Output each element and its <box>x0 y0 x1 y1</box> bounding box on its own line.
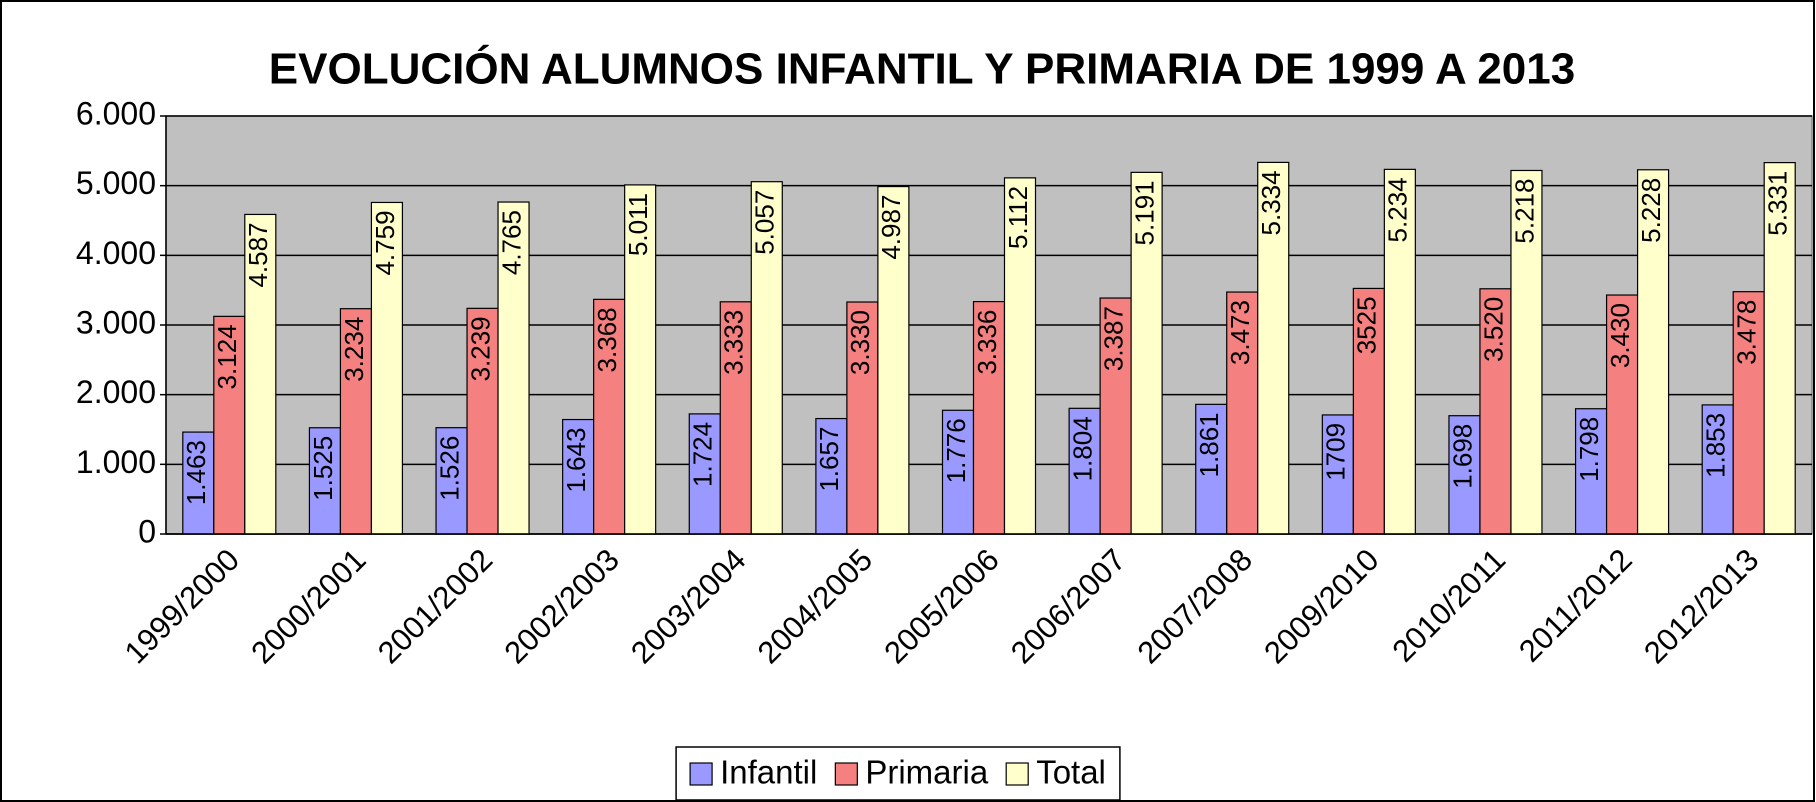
data-label: 5.331 <box>1763 171 1793 236</box>
data-label: 3.336 <box>972 310 1002 375</box>
bar <box>815 417 848 535</box>
legend-swatch <box>1005 762 1029 786</box>
bar <box>1574 408 1608 535</box>
bar <box>308 427 342 535</box>
legend-label: Infantil <box>720 754 817 791</box>
y-tick-label: 5.000 <box>76 165 156 201</box>
bar <box>624 184 657 535</box>
bar <box>562 418 595 535</box>
data-label: 3525 <box>1352 296 1382 354</box>
data-label: 5.234 <box>1383 177 1413 242</box>
bar <box>972 300 1006 535</box>
data-label: 1.463 <box>181 440 211 505</box>
data-label: 1.724 <box>688 422 718 487</box>
data-label: 1.657 <box>814 427 844 492</box>
data-label: 1709 <box>1321 423 1351 481</box>
data-label: 3.239 <box>465 316 495 381</box>
bar <box>1195 403 1228 535</box>
bar <box>1068 407 1101 535</box>
legend-box <box>675 746 1121 801</box>
legend-label: Primaria <box>865 754 988 791</box>
legend: Infantil Primaria Total <box>675 746 1121 801</box>
data-label: 3.234 <box>339 317 369 382</box>
bar <box>593 298 626 535</box>
bar <box>877 185 910 535</box>
data-label: 1.853 <box>1701 413 1731 478</box>
bar <box>1636 169 1670 535</box>
bar <box>497 201 530 535</box>
data-label: 3.368 <box>592 307 622 372</box>
data-label: 4.587 <box>243 222 273 287</box>
data-label: 3.478 <box>1732 300 1762 365</box>
bar <box>1448 415 1481 535</box>
data-label: 3.330 <box>845 310 875 375</box>
data-label: 1.804 <box>1067 416 1097 481</box>
bar <box>182 431 215 535</box>
data-label: 5.112 <box>1003 186 1033 249</box>
data-label: 1.776 <box>941 418 971 483</box>
bar <box>1226 291 1259 535</box>
bar <box>1479 288 1512 535</box>
bar <box>1383 168 1416 535</box>
data-label: 4.759 <box>370 210 400 275</box>
bar <box>1510 169 1543 535</box>
y-tick-label: 6.000 <box>76 95 156 131</box>
data-label: 3.473 <box>1225 300 1255 365</box>
data-label: 1.861 <box>1194 412 1224 477</box>
data-label: 3.387 <box>1098 306 1128 371</box>
data-label: 5.218 <box>1509 178 1539 243</box>
data-label: 4.765 <box>496 210 526 275</box>
bar <box>1701 404 1734 535</box>
data-label: 1.698 <box>1447 424 1477 489</box>
bar <box>213 315 246 535</box>
data-label: 5.191 <box>1129 180 1159 245</box>
data-label: 3.124 <box>212 324 242 389</box>
data-label: 5.057 <box>750 190 780 255</box>
data-label: 5.011 <box>623 193 653 256</box>
legend-swatch <box>834 762 858 786</box>
data-label: 5.334 <box>1256 170 1286 235</box>
legend-label: Total <box>1036 754 1106 791</box>
bar <box>1605 294 1639 535</box>
bar <box>370 201 404 535</box>
y-tick-label: 0 <box>138 513 156 549</box>
data-label: 1.525 <box>308 436 338 501</box>
data-label: 3.333 <box>719 310 749 375</box>
data-label: 1.798 <box>1574 417 1604 482</box>
legend-swatch <box>689 762 713 786</box>
chart-title: EVOLUCIÓN ALUMNOS INFANTIL Y PRIMARIA DE… <box>269 44 1575 94</box>
y-tick-label: 4.000 <box>76 235 156 271</box>
y-tick-label: 1.000 <box>76 444 156 480</box>
y-tick-label: 3.000 <box>76 304 156 340</box>
data-label: 3.520 <box>1478 297 1508 362</box>
data-label: 5.228 <box>1636 178 1666 243</box>
bar <box>1321 414 1354 535</box>
y-tick-label: 2.000 <box>76 374 156 410</box>
data-label: 3.430 <box>1605 303 1635 368</box>
data-label: 4.987 <box>876 195 906 260</box>
bar <box>846 301 879 535</box>
data-label: 1.643 <box>561 428 591 493</box>
data-label: 1.526 <box>434 436 464 501</box>
